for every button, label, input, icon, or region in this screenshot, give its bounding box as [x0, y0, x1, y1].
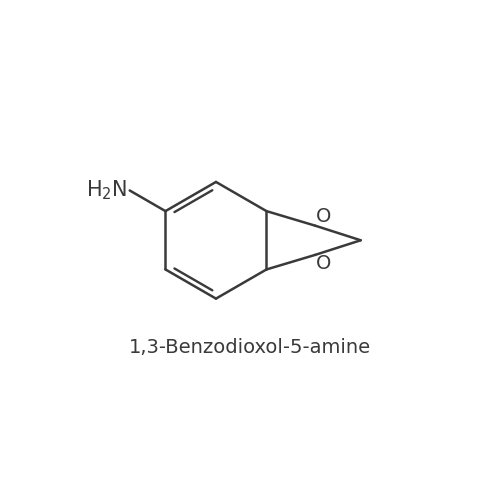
- Text: 1,3-Benzodioxol-5-amine: 1,3-Benzodioxol-5-amine: [129, 338, 371, 356]
- Text: $\mathregular{H_2N}$: $\mathregular{H_2N}$: [86, 178, 127, 203]
- Text: O: O: [316, 254, 332, 273]
- Text: O: O: [316, 208, 332, 227]
